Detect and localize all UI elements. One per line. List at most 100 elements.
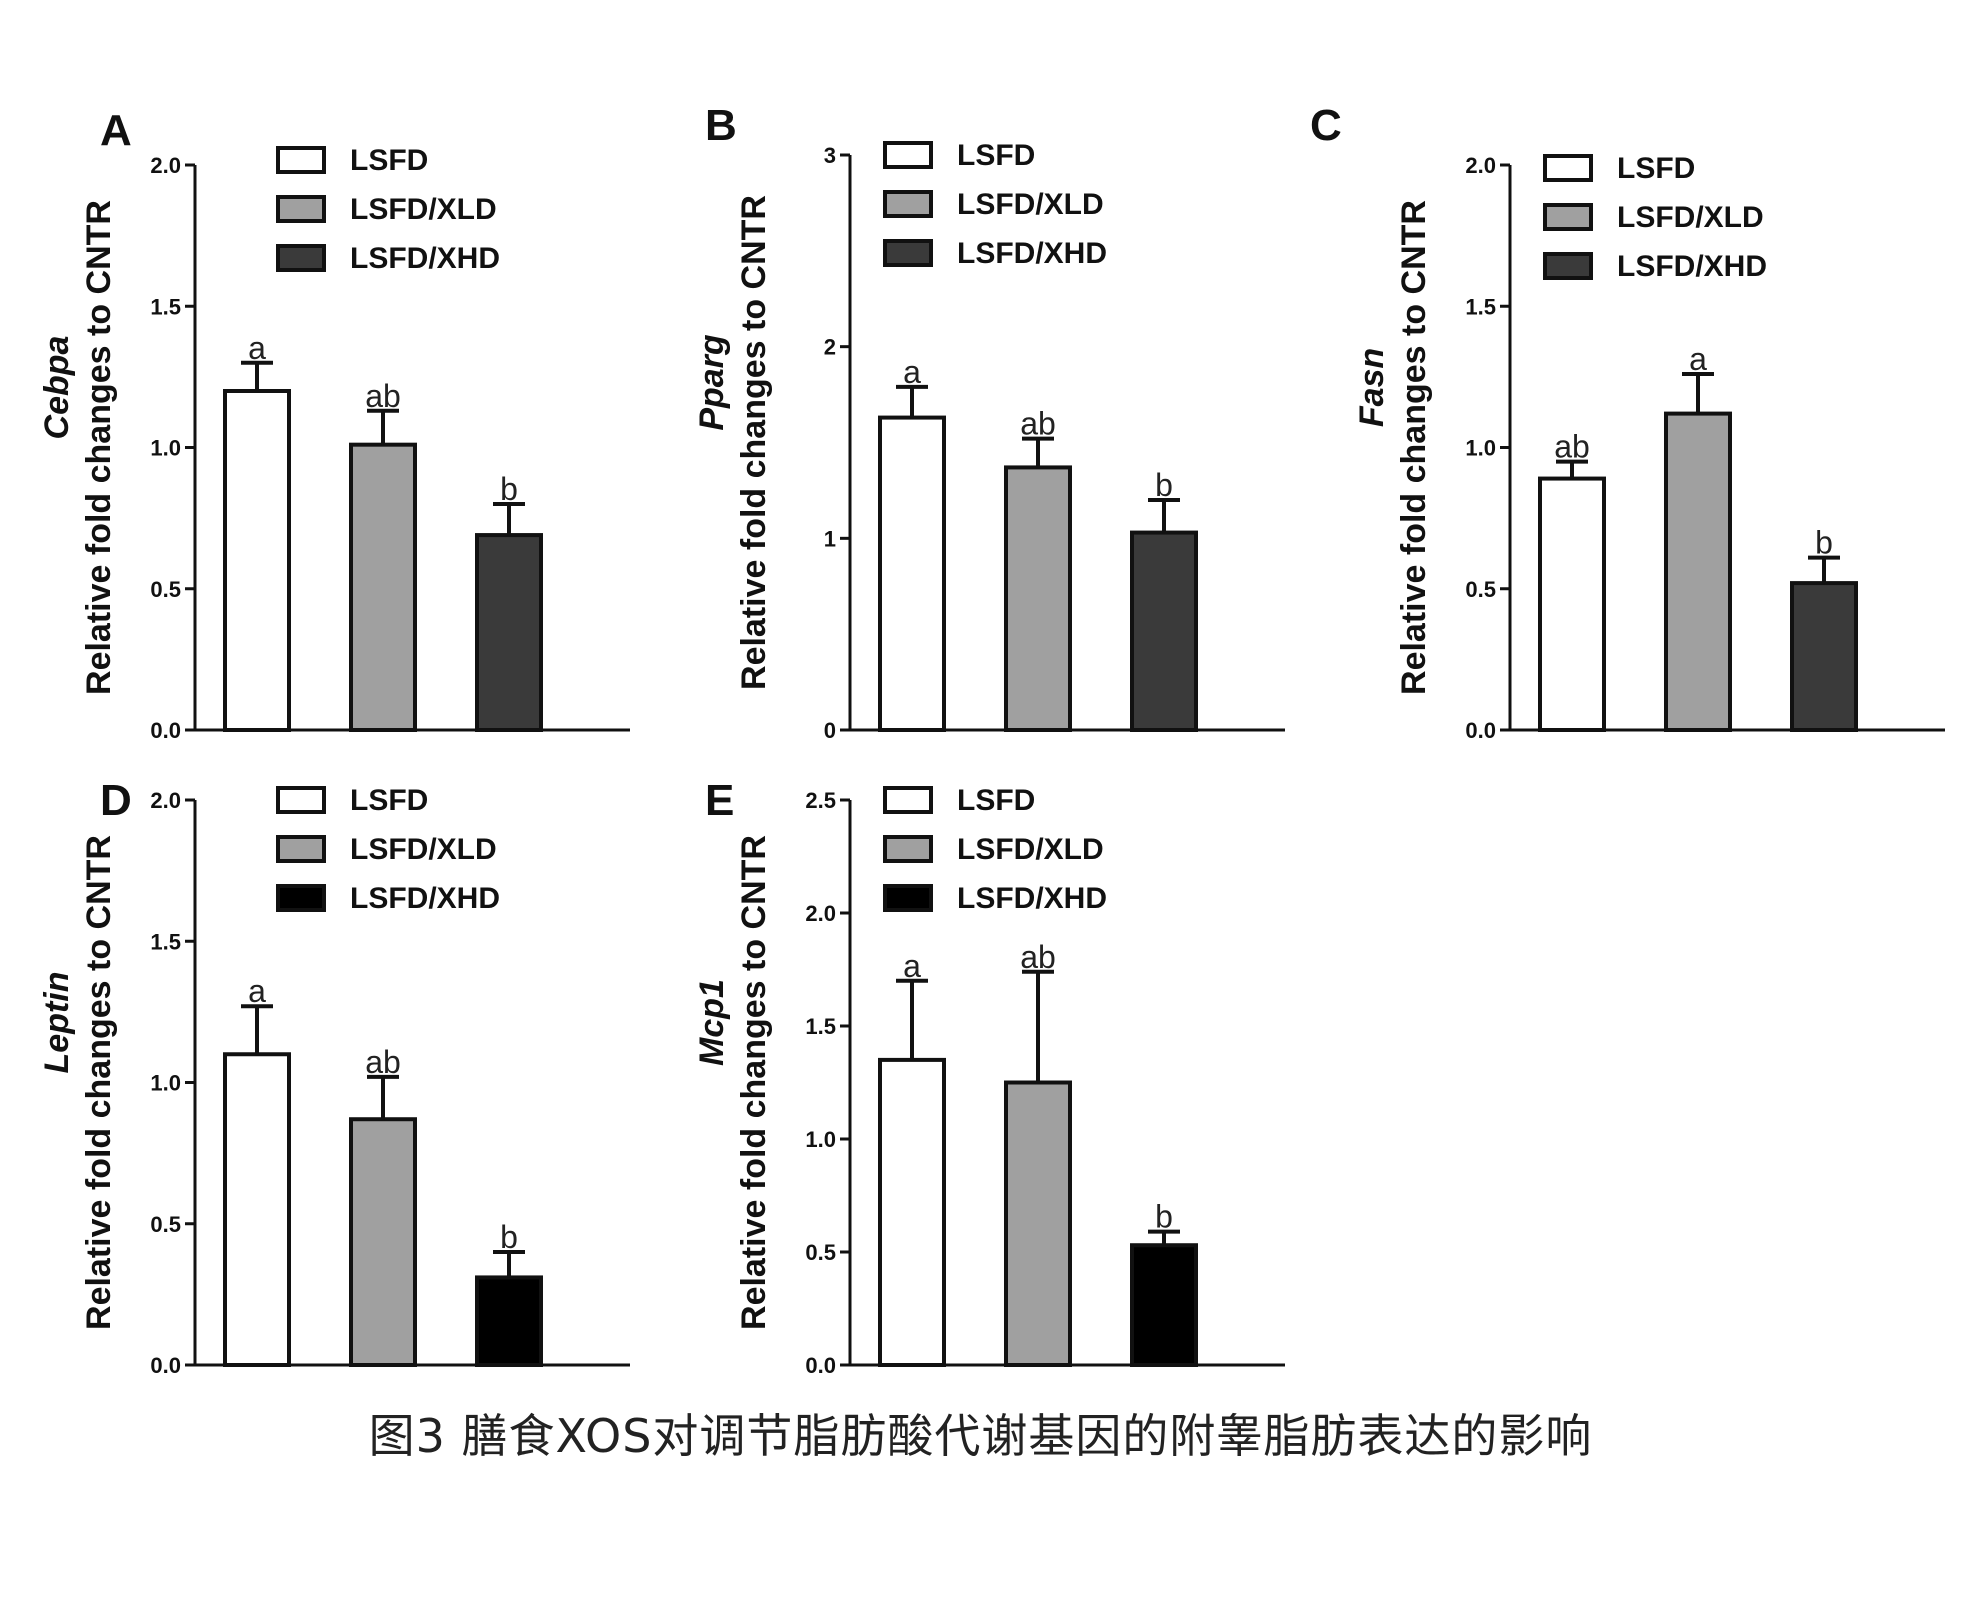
y-tick-label: 1.5 <box>1465 294 1496 319</box>
gene-name-label: Cebpa <box>38 336 76 440</box>
y-tick-label: 1.0 <box>805 1127 836 1152</box>
significance-letter: b <box>1155 1199 1173 1235</box>
legend-label: LSFD/XHD <box>350 882 500 915</box>
legend-label: LSFD/XHD <box>957 237 1107 270</box>
y-tick-label: 1.0 <box>150 1071 181 1096</box>
legend-label: LSFD/XLD <box>1617 201 1764 234</box>
y-axis-label: Relative fold changes to CNTR <box>735 835 773 1330</box>
y-tick-label: 1.5 <box>150 294 181 319</box>
bar-lsfd-xhd <box>1130 530 1198 732</box>
panel-letter: A <box>100 106 132 155</box>
y-tick-label: 2.5 <box>805 788 836 813</box>
gene-name-label: Leptin <box>38 972 76 1074</box>
gene-name-label: Pparg <box>693 334 731 431</box>
significance-letter: a <box>903 948 921 984</box>
bar-lsfd-xhd <box>475 1275 543 1368</box>
significance-letter: a <box>1689 341 1707 377</box>
significance-letter: ab <box>365 378 401 414</box>
y-tick-label: 0.5 <box>1465 577 1496 602</box>
y-tick-label: 1 <box>824 526 836 551</box>
significance-letter: ab <box>365 1044 401 1080</box>
significance-letter: b <box>500 1219 518 1255</box>
y-axis-label: Relative fold changes to CNTR <box>80 835 118 1330</box>
significance-letter: ab <box>1020 406 1056 442</box>
y-tick-label: 0 <box>824 718 836 743</box>
y-tick-label: 0.5 <box>805 1240 836 1265</box>
legend-swatch <box>276 786 326 814</box>
bar-lsfd <box>223 1052 291 1367</box>
y-tick-label: 0.0 <box>150 1353 181 1378</box>
legend-swatch <box>276 195 326 223</box>
significance-letter: b <box>1815 525 1833 561</box>
y-tick-label: 1.5 <box>805 1014 836 1039</box>
significance-letter: b <box>1155 467 1173 503</box>
bar-lsfd-xhd <box>475 533 543 733</box>
legend-label: LSFD/XLD <box>957 188 1104 221</box>
legend-swatch <box>1543 252 1593 280</box>
legend-swatch <box>276 835 326 863</box>
gene-name-label: Mcp1 <box>693 979 731 1066</box>
y-tick-label: 0.5 <box>150 1212 181 1237</box>
y-tick-label: 1.0 <box>150 436 181 461</box>
significance-letter: ab <box>1020 939 1056 975</box>
y-tick-label: 2.0 <box>150 788 181 813</box>
y-tick-label: 2.0 <box>1465 153 1496 178</box>
legend-swatch <box>276 884 326 912</box>
legend-swatch <box>883 835 933 863</box>
bar-lsfd <box>878 415 946 732</box>
bar-lsfd <box>1538 476 1606 733</box>
legend-label: LSFD <box>350 784 428 817</box>
y-tick-label: 2.0 <box>805 901 836 926</box>
legend-swatch <box>883 884 933 912</box>
y-axis-label: Relative fold changes to CNTR <box>1395 200 1433 695</box>
legend-label: LSFD/XHD <box>957 882 1107 915</box>
panel-letter: E <box>705 776 734 825</box>
gene-name-label: Fasn <box>1353 348 1391 427</box>
legend-label: LSFD/XLD <box>350 833 497 866</box>
bar-lsfd-xld <box>1004 1080 1072 1367</box>
legend-label: LSFD <box>957 139 1035 172</box>
bar-lsfd <box>878 1057 946 1368</box>
significance-letter: a <box>248 973 266 1009</box>
legend-label: LSFD <box>350 144 428 177</box>
y-tick-label: 0.5 <box>150 577 181 602</box>
bar-lsfd <box>223 389 291 732</box>
significance-letter: a <box>248 330 266 366</box>
legend-swatch <box>1543 154 1593 182</box>
legend-swatch <box>276 244 326 272</box>
panel-letter: C <box>1310 101 1342 150</box>
legend-label: LSFD/XHD <box>350 242 500 275</box>
panel-letter: B <box>705 101 737 150</box>
legend-swatch <box>1543 203 1593 231</box>
y-tick-label: 0.0 <box>1465 718 1496 743</box>
y-tick-label: 0.0 <box>805 1353 836 1378</box>
legend-label: LSFD/XLD <box>957 833 1104 866</box>
y-tick-label: 0.0 <box>150 718 181 743</box>
bar-lsfd-xld <box>349 1117 417 1367</box>
legend-swatch <box>883 239 933 267</box>
legend-label: LSFD <box>957 784 1035 817</box>
legend-label: LSFD/XHD <box>1617 250 1767 283</box>
legend-swatch <box>276 146 326 174</box>
y-tick-label: 2 <box>824 335 836 360</box>
significance-letter: a <box>903 354 921 390</box>
legend-swatch <box>883 786 933 814</box>
legend-label: LSFD/XLD <box>350 193 497 226</box>
figure-caption: 图3 膳食XOS对调节脂肪酸代谢基因的附睾脂肪表达的影响 <box>368 1409 1593 1463</box>
y-axis-label: Relative fold changes to CNTR <box>80 200 118 695</box>
legend-swatch <box>883 141 933 169</box>
panel-letter: D <box>100 776 132 825</box>
legend-swatch <box>883 190 933 218</box>
y-tick-label: 2.0 <box>150 153 181 178</box>
y-tick-label: 3 <box>824 143 836 168</box>
bar-lsfd-xhd <box>1790 581 1858 732</box>
bar-lsfd-xld <box>1664 411 1732 732</box>
bar-lsfd-xld <box>349 442 417 732</box>
significance-letter: b <box>500 471 518 507</box>
